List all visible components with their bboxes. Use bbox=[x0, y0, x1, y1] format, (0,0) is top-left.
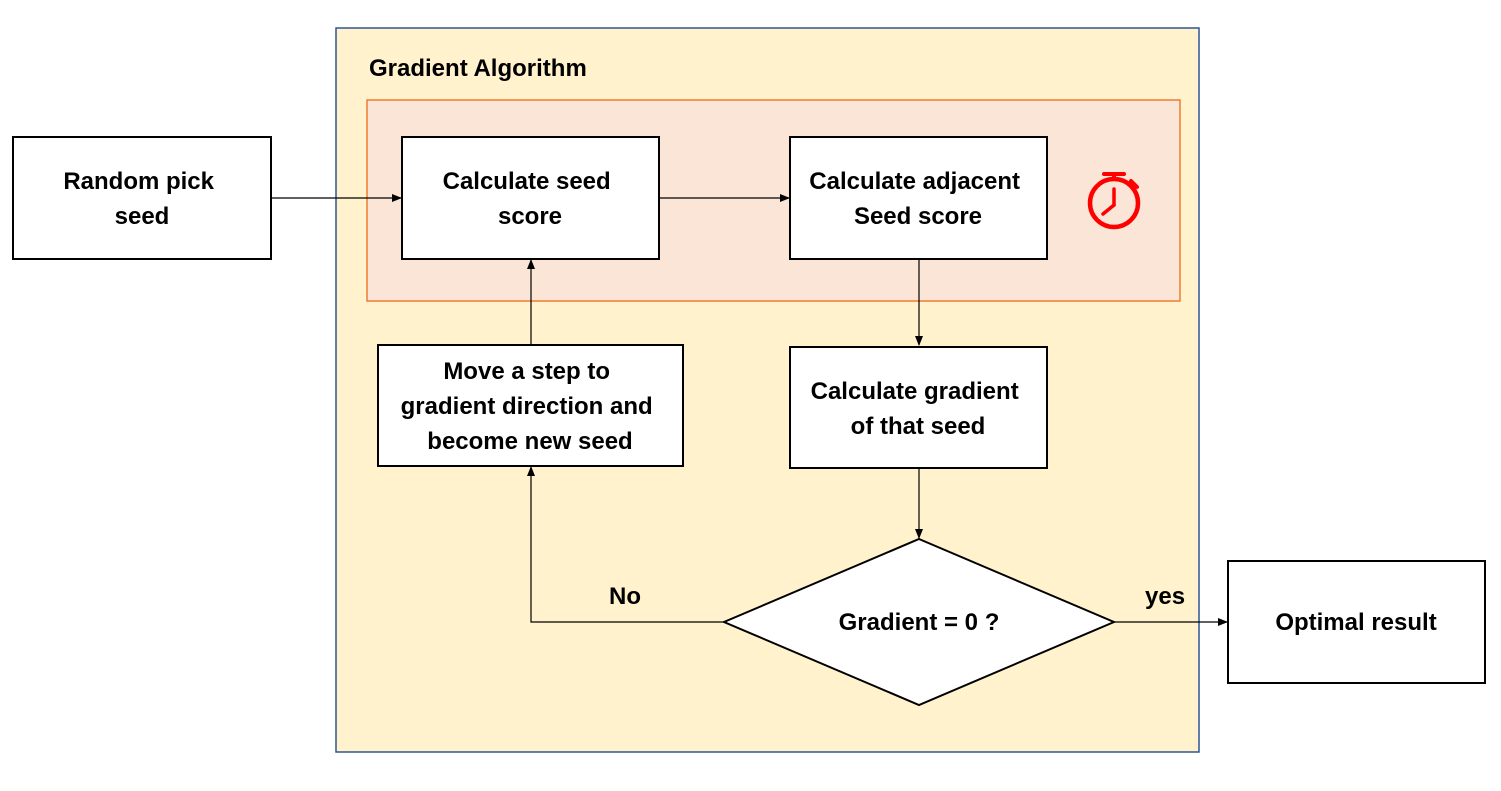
svg-text:Calculate gradient of th: Calculate gradient of that seed bbox=[811, 378, 1026, 440]
node-label-line: score bbox=[498, 203, 562, 230]
node-calculate-gradient: Calculate gradient of that seed bbox=[789, 346, 1048, 469]
node-move-step: Move a step to gradient direction and be… bbox=[377, 344, 684, 467]
svg-text:Random pick seed: Random pick seed bbox=[63, 168, 220, 230]
stopwatch-icon bbox=[1087, 172, 1141, 230]
decision-gradient-zero: Gradient = 0 ? bbox=[721, 537, 1117, 707]
node-label-line: Calculate gradient bbox=[811, 378, 1019, 405]
node-label-line: of that seed bbox=[851, 413, 986, 440]
node-label-line: gradient direction and bbox=[401, 393, 653, 420]
node-calculate-adjacent-seed-score: Calculate adjacent Seed score bbox=[789, 136, 1048, 260]
svg-text:Calculate adjacent Seed: Calculate adjacent Seed score bbox=[809, 168, 1026, 230]
node-calculate-seed-score: Calculate seed score bbox=[401, 136, 660, 260]
node-label-line: Calculate adjacent bbox=[809, 168, 1020, 195]
node-label-line: seed bbox=[115, 203, 170, 230]
decision-label: Gradient = 0 ? bbox=[839, 609, 1000, 636]
edge-decision-no-to-move bbox=[527, 466, 724, 623]
node-label-line: Optimal result bbox=[1275, 609, 1436, 636]
edge-label-yes: yes bbox=[1145, 583, 1185, 610]
node-optimal-result: Optimal result bbox=[1227, 560, 1486, 684]
node-random-pick-seed: Random pick seed bbox=[12, 136, 272, 260]
container-title: Gradient Algorithm bbox=[369, 55, 587, 82]
node-label-line: Random pick bbox=[63, 168, 214, 195]
node-label-line: Seed score bbox=[854, 203, 982, 230]
edge-label-no: No bbox=[609, 583, 641, 610]
node-label-line: Move a step to bbox=[443, 358, 610, 385]
node-label-line: Calculate seed bbox=[443, 168, 611, 195]
node-label-line: become new seed bbox=[427, 428, 632, 455]
svg-text:Move a step to gradient: Move a step to gradient direction and be… bbox=[401, 358, 660, 455]
svg-text:Calculate seed score: Calculate seed score bbox=[443, 168, 618, 230]
